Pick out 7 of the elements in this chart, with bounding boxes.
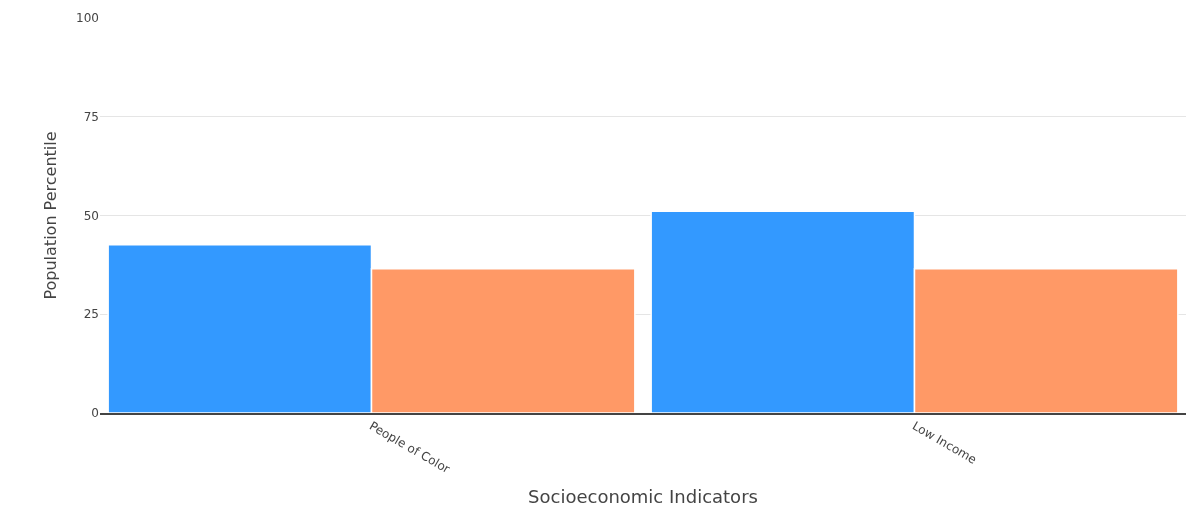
y-tick-label: 0 [91, 406, 99, 421]
y-tick-label: 100 [76, 11, 99, 26]
y-tick-label: 25 [83, 307, 99, 322]
x-axis-title: Socioeconomic Indicators [528, 485, 758, 507]
y-tick-label: 75 [83, 109, 99, 124]
y-tick-label: 50 [83, 208, 99, 223]
y-axis-title: Population Percentile [40, 131, 60, 300]
